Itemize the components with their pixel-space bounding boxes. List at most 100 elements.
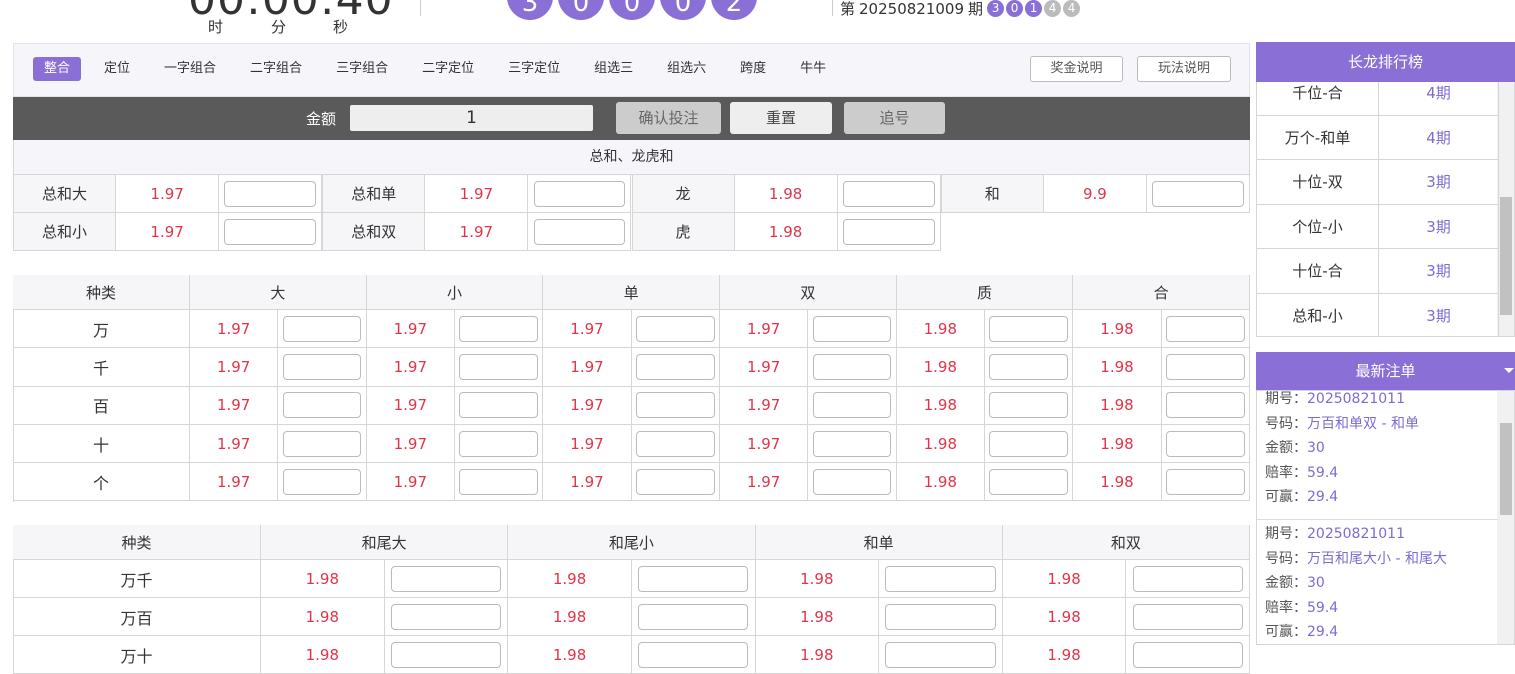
bet-input[interactable] [989, 468, 1068, 495]
bet-input[interactable] [812, 430, 892, 457]
sum-title: 总和、龙虎和 [13, 140, 1250, 175]
tab[interactable]: 组选三 [594, 61, 634, 76]
bet-input-cell [278, 348, 367, 387]
last-draw-suffix: 期 [968, 0, 984, 18]
bet-input-cell [631, 348, 720, 387]
help-button[interactable]: 玩法说明 [1137, 56, 1231, 82]
amount-input[interactable]: 1 [350, 105, 593, 131]
field-label: 号码： [1265, 550, 1307, 567]
bet-input[interactable] [390, 565, 502, 592]
bet-field: 号码：万百和单双 - 和单 [1265, 412, 1490, 437]
bet-input[interactable] [224, 180, 317, 207]
bet-input[interactable] [842, 218, 935, 245]
bet-input[interactable] [459, 468, 538, 495]
bet-input[interactable] [1132, 565, 1243, 592]
divider [420, 0, 421, 16]
bet-input[interactable] [1132, 641, 1243, 668]
bet-input[interactable] [224, 218, 317, 245]
tab[interactable]: 整合 [33, 57, 82, 81]
bet-input[interactable] [533, 218, 626, 245]
bet-input[interactable] [390, 603, 502, 630]
bet-input[interactable] [1132, 603, 1243, 630]
page: 00:00:40时分秒30002第20250821009期30144整合定位一字… [13, 0, 1515, 674]
tab[interactable]: 定位 [104, 61, 131, 76]
bet-input[interactable] [638, 641, 749, 668]
bet-input[interactable] [636, 392, 715, 419]
bet-input[interactable] [1152, 180, 1244, 207]
bet-input[interactable] [459, 353, 538, 380]
bet-input-cell [384, 598, 509, 636]
bet-input-cell [808, 386, 897, 425]
bet-input[interactable] [812, 315, 892, 342]
timer-unit: 时 [208, 18, 224, 36]
bet-input[interactable] [636, 315, 715, 342]
bet-input[interactable] [885, 641, 996, 668]
tab[interactable]: 二字组合 [250, 61, 303, 76]
bet-input[interactable] [812, 353, 892, 380]
bet-input[interactable] [638, 565, 749, 592]
bet-input[interactable] [989, 315, 1068, 342]
bet-input[interactable] [1166, 468, 1245, 495]
odds: 1.98 [1073, 424, 1162, 464]
panel-title: 最新注单 [1256, 352, 1515, 390]
bet-input[interactable] [989, 353, 1068, 380]
bet-input-cell [1161, 348, 1250, 387]
bet-entry: 期号：20250821011 号码：万百和单双 - 和单 金额：30 赔率：59.4 可… [1257, 391, 1498, 520]
bet-input[interactable] [1166, 392, 1245, 419]
bet-button[interactable]: 追号 [844, 102, 945, 134]
bet-input[interactable] [1166, 430, 1245, 457]
help-button[interactable]: 奖金说明 [1030, 56, 1123, 82]
tab[interactable]: 组选六 [667, 61, 707, 76]
bet-input[interactable] [459, 430, 538, 457]
bet-input[interactable] [390, 641, 502, 668]
bet-input-cell [219, 175, 323, 213]
odds: 1.98 [1073, 348, 1162, 387]
bet-button[interactable]: 重置 [730, 102, 832, 134]
bet-input[interactable] [282, 315, 362, 342]
bet-input[interactable] [812, 468, 892, 495]
bet-input[interactable] [842, 180, 935, 207]
bet-input[interactable] [636, 353, 715, 380]
bet-input[interactable] [459, 315, 538, 342]
bet-input-cell [455, 386, 544, 425]
bet-input[interactable] [282, 468, 362, 495]
odds: 1.98 [508, 636, 632, 674]
bet-input[interactable] [282, 392, 362, 419]
odds: 1.97 [116, 213, 220, 251]
bet-input[interactable] [989, 392, 1068, 419]
bet-input-cell [985, 348, 1074, 387]
tab[interactable]: 三字定位 [508, 61, 561, 76]
bet-input[interactable] [533, 180, 626, 207]
table-header: 和尾大 [261, 525, 509, 560]
bet-field: 可赢：29.4 [1265, 620, 1490, 644]
bet-input[interactable] [885, 603, 996, 630]
bet-input-cell [879, 636, 1003, 674]
bet-input[interactable] [885, 565, 996, 592]
bet-input[interactable] [282, 353, 362, 380]
bet-input[interactable] [459, 392, 538, 419]
tab[interactable]: 牛牛 [800, 61, 827, 76]
tab[interactable]: 三字组合 [336, 61, 389, 76]
scroll-thumb [1500, 423, 1512, 515]
field-value: 59.4 [1307, 599, 1339, 616]
odds: 1.98 [734, 213, 838, 251]
field-value: 20250821011 [1307, 391, 1405, 407]
bet-input[interactable] [636, 468, 715, 495]
dragon-name: 总和-小 [1257, 293, 1379, 336]
bet-input[interactable] [636, 430, 715, 457]
bet-input[interactable] [989, 430, 1068, 457]
bet-input[interactable] [1166, 353, 1245, 380]
odds: 1.98 [755, 636, 880, 674]
bet-field: 金额：30 [1265, 571, 1490, 596]
bet-input[interactable] [282, 430, 362, 457]
field-label: 号码： [1265, 415, 1307, 432]
tab[interactable]: 二字定位 [422, 61, 475, 76]
bet-input-cell [278, 386, 367, 425]
bet-input-cell [631, 386, 720, 425]
bet-input[interactable] [638, 603, 749, 630]
bet-input[interactable] [812, 392, 892, 419]
bet-button[interactable]: 确认投注 [616, 102, 721, 134]
tab[interactable]: 一字组合 [164, 61, 217, 76]
bet-input[interactable] [1166, 315, 1245, 342]
tab[interactable]: 跨度 [740, 61, 767, 76]
